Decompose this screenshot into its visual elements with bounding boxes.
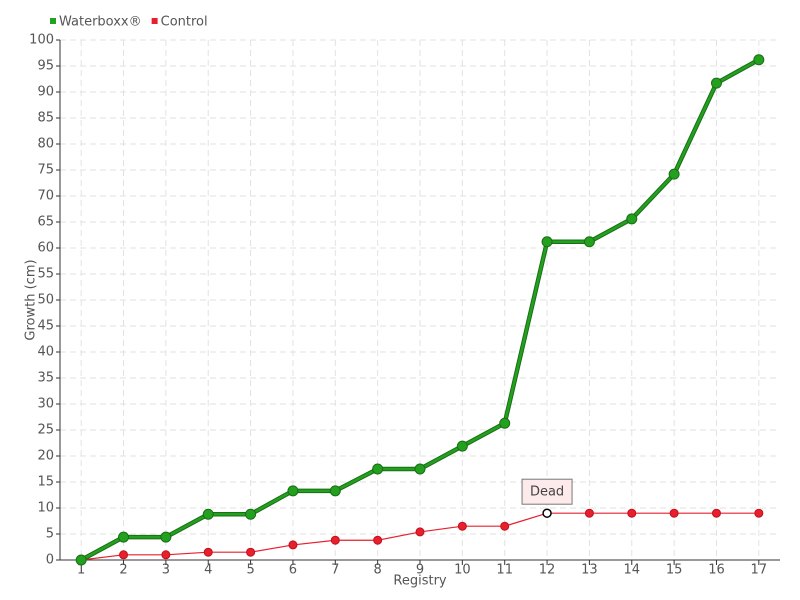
x-tick-label: 14 (623, 563, 640, 578)
point (245, 508, 257, 520)
legend-label: Control (161, 15, 208, 30)
legend-label: Waterboxx® (59, 15, 142, 30)
y-tick-label: 90 (37, 85, 54, 100)
point (161, 550, 171, 560)
x-tick-label: 6 (289, 563, 297, 578)
point (710, 77, 722, 89)
point (118, 531, 130, 543)
y-tick-label: 0 (46, 553, 54, 568)
point (203, 547, 213, 557)
y-tick-label: 65 (37, 215, 54, 230)
point (373, 535, 383, 545)
point (119, 550, 129, 560)
y-tick-label: 75 (37, 163, 54, 178)
y-tick-label: 60 (37, 241, 54, 256)
point (288, 540, 298, 550)
y-tick-label: 85 (37, 111, 54, 126)
point (669, 508, 679, 518)
point (372, 463, 384, 475)
y-tick-label: 55 (37, 267, 54, 282)
annotation-box (521, 478, 573, 505)
y-tick-label: 95 (37, 59, 54, 74)
point (75, 554, 87, 566)
x-tick-label: 3 (162, 563, 170, 578)
y-tick-label: 15 (37, 475, 54, 490)
point (457, 521, 467, 531)
point (668, 168, 680, 180)
point (456, 440, 468, 452)
y-tick-label: 40 (37, 345, 54, 360)
x-tick-label: 1 (77, 563, 85, 578)
y-tick-label: 30 (37, 397, 54, 412)
point (754, 508, 764, 518)
point (329, 485, 341, 497)
x-tick-label: 12 (539, 563, 556, 578)
x-tick-label: 7 (331, 563, 339, 578)
x-tick-label: 5 (246, 563, 254, 578)
x-tick-label: 8 (374, 563, 382, 578)
point (202, 508, 214, 520)
x-tick-label: 15 (666, 563, 683, 578)
point (500, 521, 510, 531)
y-axis-label: Growth (cm) (24, 259, 39, 340)
x-tick-label: 2 (119, 563, 127, 578)
point (414, 463, 426, 475)
legend-swatch (50, 18, 56, 24)
y-tick-label: 50 (37, 293, 54, 308)
point (583, 236, 595, 248)
legend-swatch (151, 18, 158, 24)
x-tick-label: 9 (416, 563, 424, 578)
y-tick-label: 100 (29, 33, 54, 48)
y-tick-label: 20 (37, 449, 54, 464)
point (246, 547, 256, 557)
y-tick-label: 5 (46, 527, 54, 542)
point (627, 508, 637, 518)
point (330, 535, 340, 545)
point (415, 527, 425, 537)
point (542, 508, 552, 518)
point (287, 485, 299, 497)
x-tick-label: 4 (204, 563, 212, 578)
y-tick-label: 35 (37, 371, 54, 386)
x-axis-label: Registry (393, 574, 447, 589)
y-tick-label: 70 (37, 189, 54, 204)
y-tick-label: 45 (37, 319, 54, 334)
y-tick-label: 80 (37, 137, 54, 152)
x-tick-label: 17 (751, 563, 768, 578)
point (584, 508, 594, 518)
point (711, 508, 721, 518)
x-tick-label: 11 (496, 563, 513, 578)
y-tick-label: 25 (37, 423, 54, 438)
x-tick-label: 10 (454, 563, 471, 578)
point (541, 236, 553, 248)
point (753, 54, 765, 66)
x-tick-label: 13 (581, 563, 598, 578)
point (499, 417, 511, 429)
x-tick-label: 16 (708, 563, 725, 578)
point (160, 531, 172, 543)
point (626, 213, 638, 225)
annotation: Dead (530, 485, 564, 500)
y-tick-label: 10 (37, 501, 54, 516)
